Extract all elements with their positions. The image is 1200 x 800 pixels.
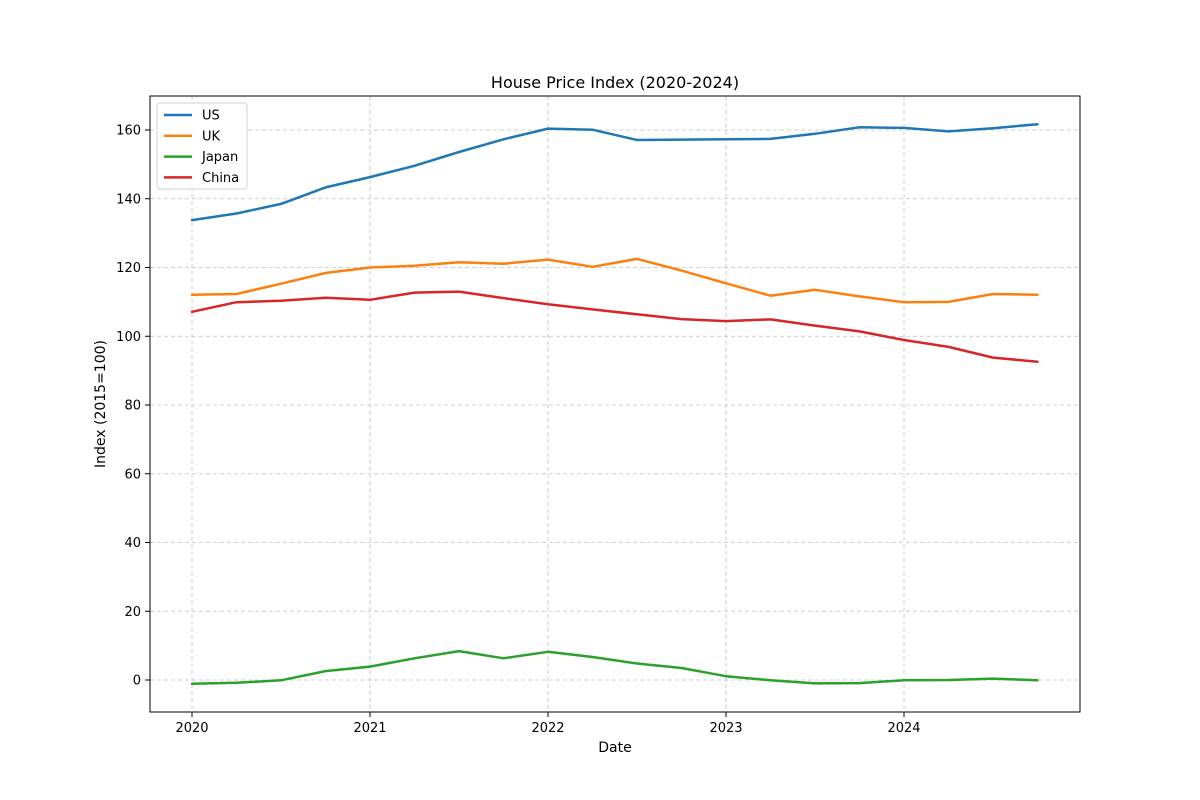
x-axis-ticks: 2020 2021 2022 2023 2024	[175, 712, 921, 736]
y-tick-label: 120	[116, 261, 141, 276]
grid-lines	[150, 96, 1080, 712]
chart-title: House Price Index (2020-2024)	[491, 73, 739, 92]
x-tick-label: 2024	[887, 721, 920, 736]
x-tick-label: 2022	[531, 721, 564, 736]
y-axis-label: Index (2015=100)	[93, 340, 109, 468]
series-line-uk	[190, 257, 1039, 304]
y-tick-label: 20	[124, 605, 141, 620]
y-tick-label: 60	[124, 467, 141, 482]
y-tick-label: 40	[124, 536, 141, 551]
legend-label-uk: UK	[202, 129, 221, 144]
series-line-china	[190, 290, 1039, 363]
x-tick-label: 2021	[353, 721, 386, 736]
plot-area-frame	[149, 95, 1081, 713]
legend: US UK Japan China	[156, 102, 248, 190]
series-line-us	[190, 122, 1039, 222]
y-tick-label: 100	[116, 330, 141, 345]
legend-box	[156, 102, 248, 190]
legend-label-us: US	[202, 109, 220, 124]
y-tick-label: 160	[116, 124, 141, 139]
legend-label-japan: Japan	[201, 150, 238, 165]
y-axis-ticks: 0 20 40 60 80 100 120 140 160	[116, 124, 150, 689]
x-axis-label: Date	[598, 740, 631, 756]
series-line-japan	[190, 649, 1039, 686]
y-tick-label: 140	[116, 192, 141, 207]
x-tick-label: 2020	[175, 721, 208, 736]
series-lines	[190, 122, 1039, 686]
y-tick-label: 0	[133, 674, 141, 689]
legend-label-china: China	[202, 171, 239, 186]
y-tick-label: 80	[124, 399, 141, 414]
x-tick-label: 2023	[709, 721, 742, 736]
